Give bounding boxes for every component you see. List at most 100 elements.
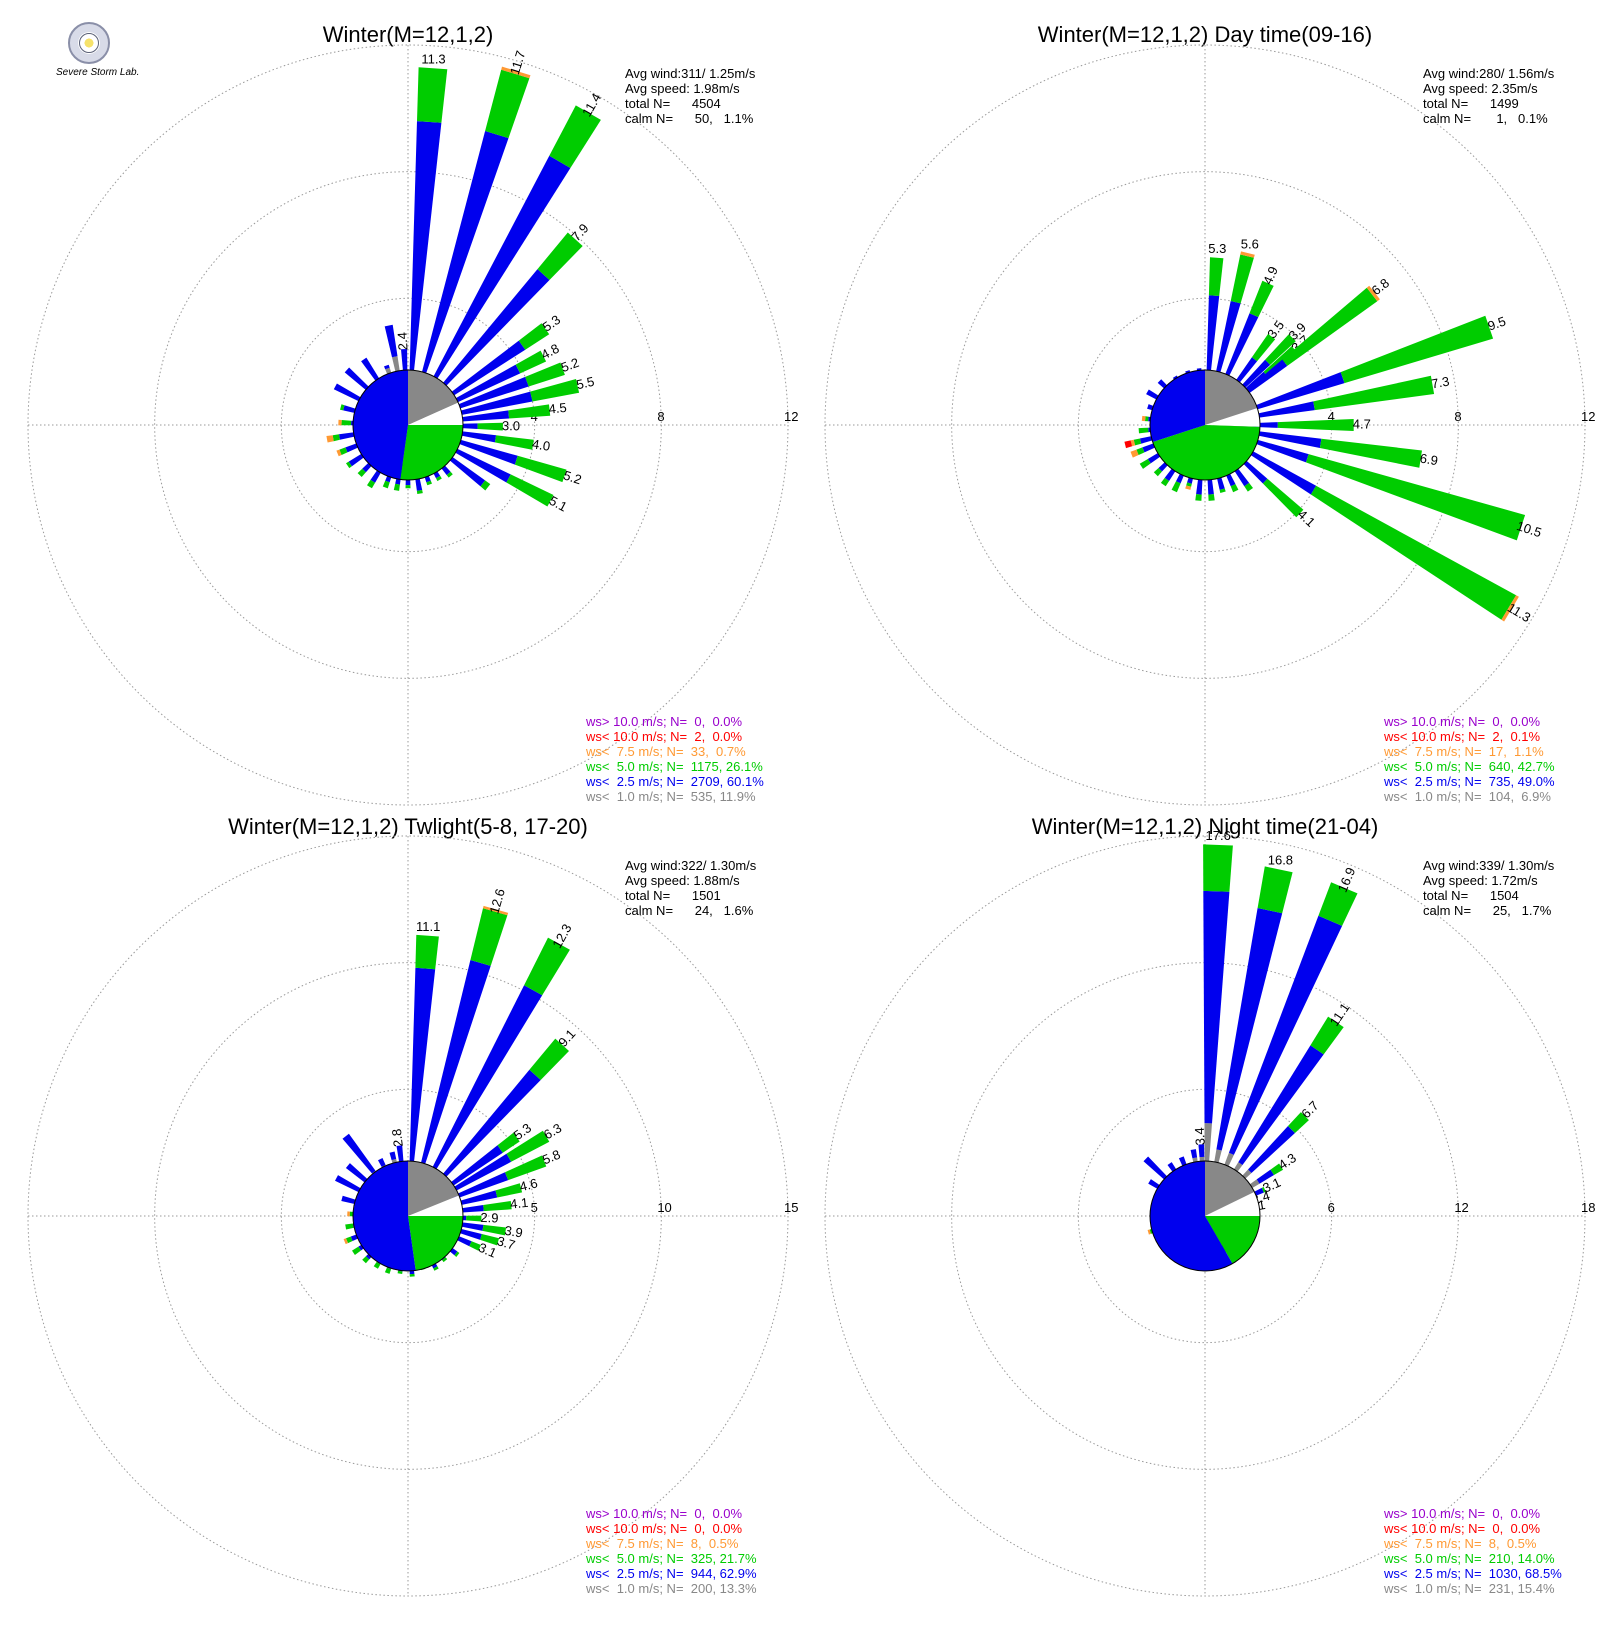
stats-line: total N= 1504	[1423, 888, 1519, 903]
bar-segment	[342, 1133, 376, 1174]
bar-segment	[362, 1256, 370, 1264]
bar-segment	[1265, 334, 1296, 365]
bar-segment	[1249, 437, 1309, 463]
bar-value-label: 12.6	[486, 887, 507, 915]
bar-segment	[1251, 430, 1322, 448]
legend-entry: ws< 5.0 m/s; N= 210, 14.0%	[1383, 1551, 1555, 1566]
bar-value-label: 5.6	[1241, 237, 1259, 252]
bar-value-label: 11.7	[507, 49, 528, 77]
stats-line: Avg speed: 1.88m/s	[625, 873, 740, 888]
stats-line: calm N= 50, 1.1%	[625, 111, 754, 126]
bar-value-label: 5.5	[575, 374, 596, 393]
radial-tick-label: 12	[1581, 409, 1595, 424]
bar-segment	[429, 985, 543, 1175]
bar-segment	[384, 324, 398, 358]
legend-entry: ws< 10.0 m/s; N= 2, 0.1%	[1383, 729, 1541, 744]
bar-value-label: 7.3	[1430, 373, 1450, 391]
bar-segment	[1340, 315, 1494, 384]
bar-value-label: 2.4	[395, 332, 411, 351]
bar-segment	[1171, 481, 1181, 493]
bar-segment	[537, 232, 583, 280]
lab-logo: Severe Storm Lab.	[56, 22, 146, 84]
legend-entry: ws< 7.5 m/s; N= 8, 0.5%	[585, 1536, 739, 1551]
stats-line: Avg speed: 1.72m/s	[1423, 873, 1538, 888]
bar-segment	[1186, 482, 1192, 487]
bar-segment	[1185, 485, 1192, 490]
bar-segment	[1195, 494, 1202, 501]
direction-bar: 11.3	[1205, 425, 1533, 625]
pie-slice	[1205, 370, 1258, 425]
bar-value-label: 10.5	[1515, 518, 1544, 540]
pie-slice	[1205, 1191, 1260, 1216]
bar-segment	[373, 1262, 381, 1269]
bar-segment	[1366, 285, 1380, 302]
bar-segment	[1261, 1187, 1266, 1193]
bar-segment	[1167, 1162, 1177, 1172]
bar-segment	[396, 1145, 404, 1166]
pie-outline	[352, 369, 464, 481]
bar-segment	[449, 445, 511, 483]
bar-segment	[1214, 301, 1241, 380]
bar-segment	[389, 1151, 397, 1161]
bar-segment	[1238, 1045, 1324, 1165]
legend-entry: ws< 10.0 m/s; N= 2, 0.0%	[585, 729, 743, 744]
stats-line: Avg speed: 2.35m/s	[1423, 81, 1538, 96]
stats-line: calm N= 25, 1.7%	[1423, 903, 1552, 918]
bar-segment	[1222, 313, 1259, 383]
pie-slice	[1152, 425, 1260, 481]
bar-value-label: 3.7	[495, 1233, 517, 1252]
bar-segment	[384, 364, 390, 370]
bar-segment	[352, 1246, 361, 1255]
inner-pie	[1149, 369, 1261, 481]
bar-segment	[453, 391, 533, 417]
bar-segment	[442, 1257, 448, 1263]
legend-entry: ws< 2.5 m/s; N= 944, 62.9%	[585, 1566, 757, 1581]
pie-slice	[408, 1216, 463, 1271]
bar-segment	[466, 1215, 482, 1222]
legend-entry: ws< 1.0 m/s; N= 104, 6.9%	[1383, 789, 1551, 804]
bar-segment	[361, 357, 380, 382]
stats-line: calm N= 1, 0.1%	[1423, 111, 1548, 126]
bar-segment	[1251, 333, 1276, 362]
stats-line: Avg wind:322/ 1.30m/s	[625, 858, 757, 873]
radial-tick-label: 4	[1328, 409, 1335, 424]
bar-segment	[1256, 1169, 1274, 1184]
bar-segment	[347, 1211, 350, 1217]
bar-value-label: 5.3	[1208, 241, 1226, 256]
bar-value-label: 11.4	[579, 91, 604, 120]
chart-title: Winter(M=12,1,2)	[323, 22, 494, 47]
bar-segment	[483, 905, 509, 916]
bar-segment	[549, 105, 601, 168]
bar-segment	[417, 67, 448, 123]
bar-segment	[477, 422, 503, 431]
bar-value-label: 11.1	[416, 919, 440, 934]
bar-segment	[1198, 1144, 1205, 1158]
bar-segment	[436, 475, 442, 482]
bar-segment	[1306, 454, 1526, 541]
bar-segment	[446, 471, 453, 478]
wind-rose-panel: Winter(M=12,1,2) Night time(21-04) 6 12 18 1…	[824, 814, 1595, 1597]
bar-value-label: 3.4	[1192, 1127, 1208, 1146]
radial-tick-label: 6	[1328, 1200, 1335, 1215]
legend-entry: ws< 1.0 m/s; N= 535, 11.9%	[585, 789, 756, 804]
bar-segment	[326, 435, 334, 443]
bar-segment	[1153, 468, 1162, 477]
bar-segment	[470, 908, 508, 966]
pie-slice	[353, 1161, 416, 1271]
bar-value-label: 9.5	[1486, 313, 1508, 333]
bar-segment	[409, 967, 436, 1169]
bar-segment	[1310, 485, 1517, 620]
bar-value-label: 16.9	[1335, 865, 1359, 894]
bar-value-label: 5.2	[559, 355, 581, 375]
pie-slice	[1205, 1161, 1255, 1216]
bar-segment	[409, 1273, 415, 1277]
inner-pie	[352, 1160, 464, 1272]
bar-segment	[1141, 415, 1146, 422]
bar-segment	[1249, 280, 1274, 318]
bar-segment	[451, 376, 529, 411]
bar-segment	[524, 937, 570, 996]
bar-segment	[1147, 1229, 1151, 1235]
bar-segment	[454, 430, 497, 443]
bar-segment	[1145, 416, 1149, 422]
